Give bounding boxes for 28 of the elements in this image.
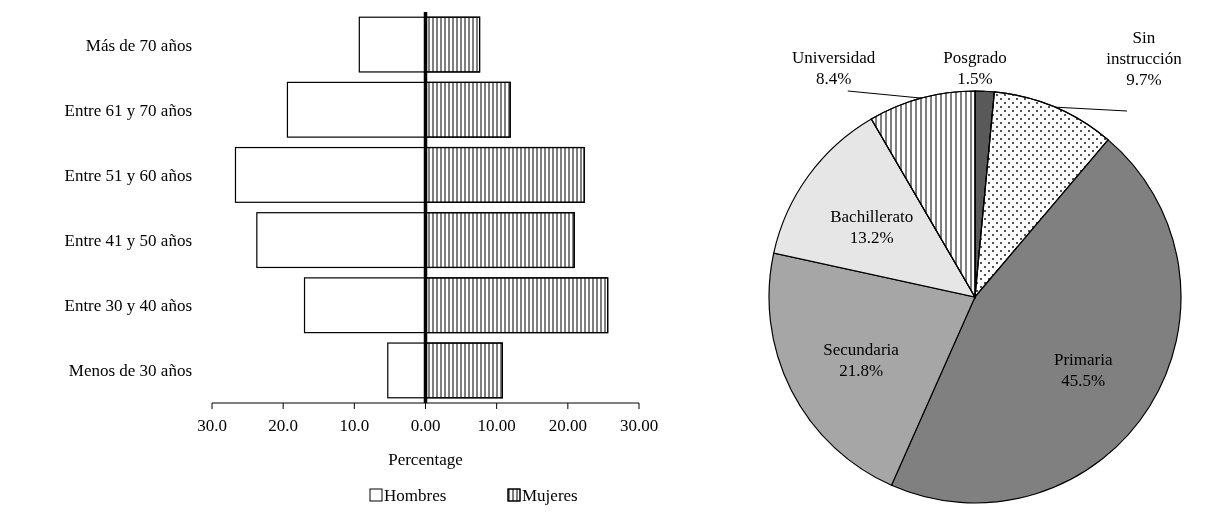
slice-label: Universidad [792,48,876,67]
x-tick-label: 0.00 [410,416,441,435]
y-tick-label: Entre 30 y 40 años [64,296,192,316]
data-label: 13.2% [849,227,894,247]
legend-label: Mujeres [522,486,578,505]
slice-label: Secundaria [823,339,900,359]
x-tick-label: 20.00 [548,416,587,435]
x-tick-label: 30.00 [619,416,659,435]
slice-label: Posgrado [943,48,1007,67]
data-label: 9.7% [1126,70,1162,89]
slice-label: Sin instrucción [1106,28,1183,68]
y-tick-label: Menos de 30 años [68,361,192,381]
data-label: 21.8% [839,360,884,380]
x-tick-label: 20.0 [268,416,299,435]
legend-label: Hombres [384,486,447,505]
x-tick-label: 10.00 [477,416,516,435]
slice-label: Bachillerato [830,206,914,226]
slice-label: Primaria [1053,349,1113,369]
data-label: 1.5% [957,69,993,88]
y-tick-label: Entre 41 y 50 años [64,231,192,251]
x-tick-label: 10.0 [339,416,370,435]
x-axis-title: Percentage [388,450,463,469]
y-tick-label: Entre 51 y 60 años [64,165,192,185]
x-tick-label: 30.0 [197,416,227,435]
data-label: 8.4% [815,69,852,88]
y-tick-label: Más de 70 años [85,35,192,55]
data-label: 45.5% [1061,370,1106,390]
y-tick-label: Entre 61 y 70 años [64,100,192,120]
